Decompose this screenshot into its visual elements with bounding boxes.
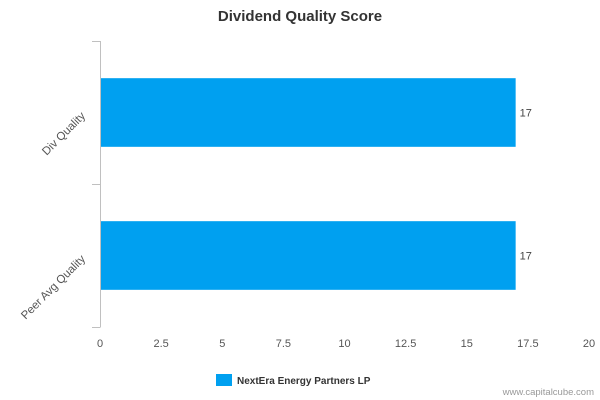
category-labels: Div Quality Peer Avg Quality: [19, 110, 88, 322]
chart-title: Dividend Quality Score: [218, 8, 382, 25]
category-label: Div Quality: [40, 110, 88, 158]
x-tick-label: 17.5: [517, 338, 538, 350]
bars: [101, 78, 516, 290]
x-axis-tick-labels: 0 2.5 5 7.5 10 12.5 15 17.5 20: [97, 338, 595, 350]
x-tick-label: 7.5: [276, 338, 291, 350]
x-tick-label: 0: [97, 338, 103, 350]
legend-label: NextEra Energy Partners LP: [237, 376, 371, 387]
data-label: 17: [520, 251, 532, 263]
category-label: Peer Avg Quality: [19, 253, 88, 322]
x-tick-label: 20: [583, 338, 595, 350]
x-tick-label: 10: [338, 338, 350, 350]
legend[interactable]: NextEra Energy Partners LP: [216, 374, 371, 387]
bar-peer-avg-quality[interactable]: [101, 221, 516, 290]
x-tick-label: 2.5: [153, 338, 168, 350]
x-tick-label: 12.5: [395, 338, 416, 350]
x-tick-label: 15: [461, 338, 473, 350]
y-axis-ticks: [92, 41, 101, 328]
credit-text: www.capitalcube.com: [502, 387, 594, 398]
data-label: 17: [520, 108, 532, 120]
legend-swatch: [216, 374, 232, 386]
bar-div-quality[interactable]: [101, 78, 516, 147]
x-tick-label: 5: [219, 338, 225, 350]
